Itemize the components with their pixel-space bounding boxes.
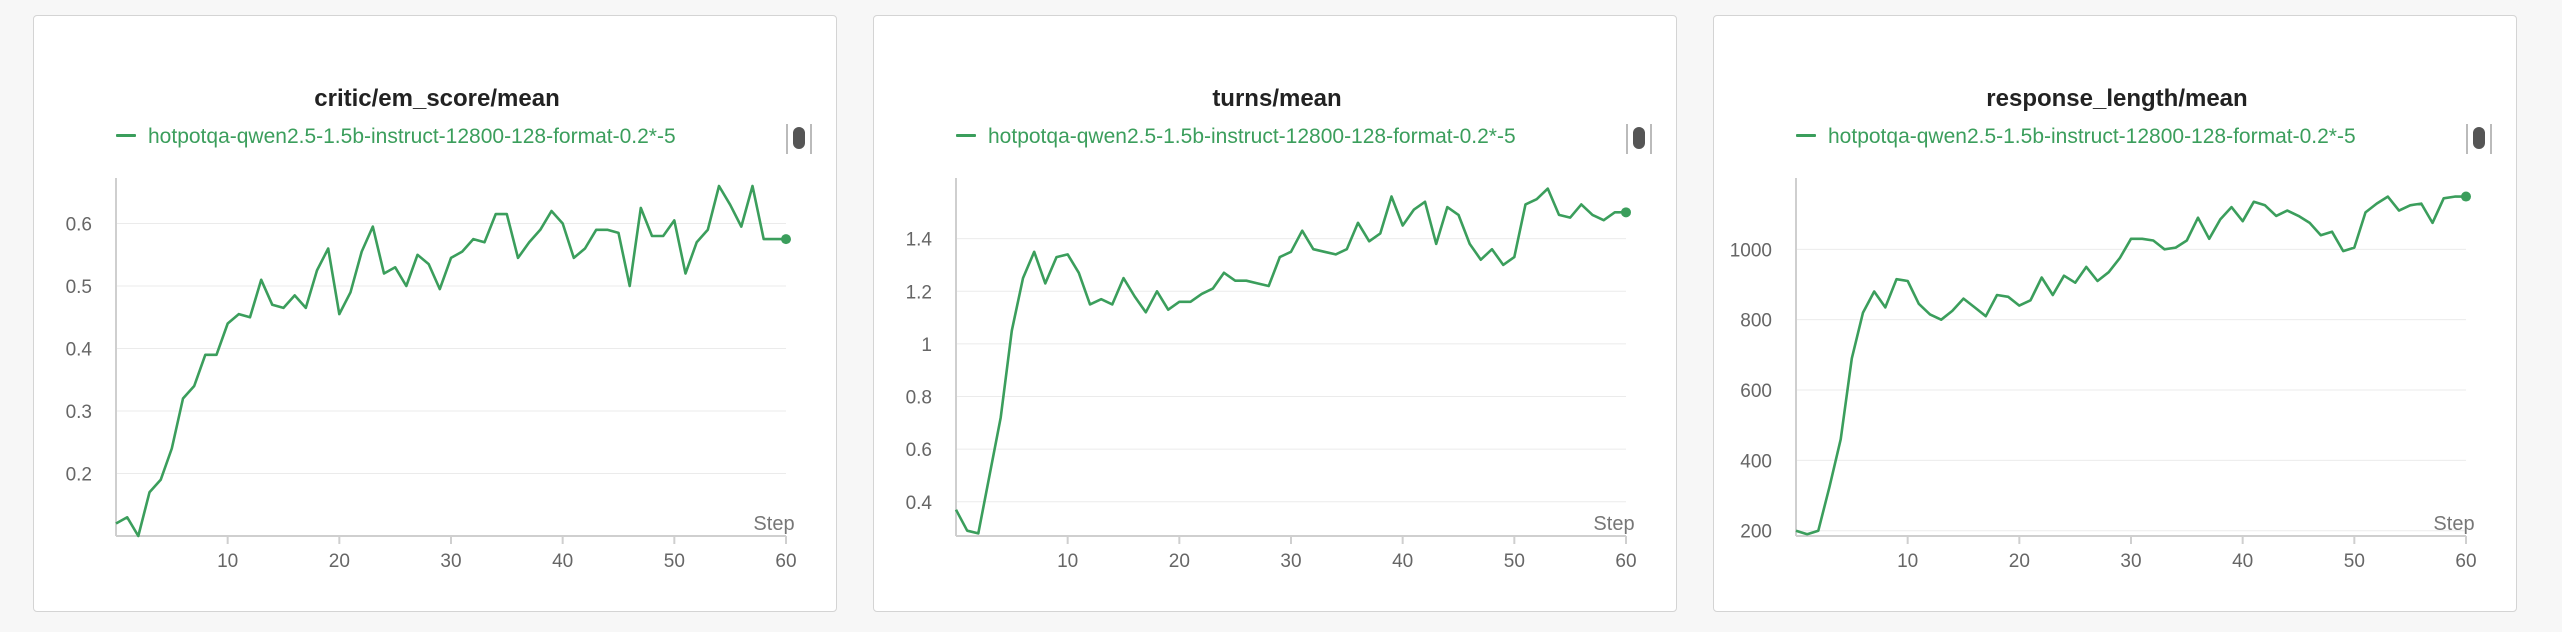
scroll-handle-icon[interactable]	[2466, 124, 2492, 154]
x-axis-label: Step	[1593, 513, 1634, 535]
chart-panel-response-length: response_length/mean hotpotqa-qwen2.5-1.…	[1713, 15, 2517, 612]
chart-panel-em-score: critic/em_score/mean hotpotqa-qwen2.5-1.…	[33, 15, 837, 612]
x-tick-label: 40	[552, 551, 573, 572]
y-tick-label: 1.2	[906, 282, 932, 303]
y-tick-label: 0.6	[906, 440, 932, 461]
plot-area: 0.2 0.3 0.4 0.5 0.6 10 20 30 40 50 60	[66, 178, 797, 572]
y-tick-label: 800	[1740, 311, 1772, 332]
y-tick-label: 0.4	[906, 493, 933, 514]
series-endpoint[interactable]	[2461, 191, 2471, 202]
legend-swatch	[1796, 134, 1816, 137]
y-tick-label: 0.2	[66, 465, 92, 486]
scroll-handle-icon[interactable]	[1626, 124, 1652, 154]
x-tick-label: 30	[1280, 551, 1301, 572]
x-tick-label: 10	[1897, 551, 1918, 572]
plot-area: 0.4 0.6 0.8 1 1.2 1.4 10 20 30 40 50 60	[906, 178, 1637, 572]
y-tick-label: 0.6	[66, 215, 92, 236]
x-tick-label: 60	[775, 551, 796, 572]
x-tick-label: 40	[1392, 551, 1413, 572]
legend[interactable]: hotpotqa-qwen2.5-1.5b-instruct-12800-128…	[956, 125, 1516, 148]
chart-title: turns/mean	[1212, 85, 1341, 112]
y-tick-label: 1	[921, 335, 932, 356]
chart-panel-turns: turns/mean hotpotqa-qwen2.5-1.5b-instruc…	[873, 15, 1677, 612]
x-tick-label: 60	[2455, 551, 2476, 572]
plot-area: 200 400 600 800 1000 10 20 30 40 50 60	[1730, 178, 2477, 572]
scroll-handle-icon[interactable]	[786, 124, 812, 154]
series-endpoint[interactable]	[781, 234, 791, 245]
legend-label: hotpotqa-qwen2.5-1.5b-instruct-12800-128…	[1828, 125, 2356, 148]
x-tick-label: 20	[2009, 551, 2030, 572]
y-tick-label: 0.5	[66, 277, 92, 298]
x-tick-label: 30	[2120, 551, 2141, 572]
y-tick-label: 200	[1740, 522, 1772, 543]
chart-title: response_length/mean	[1986, 85, 2247, 112]
y-tick-label: 0.3	[66, 402, 92, 423]
y-tick-label: 1000	[1730, 240, 1772, 261]
chart-svg: turns/mean hotpotqa-qwen2.5-1.5b-instruc…	[906, 85, 1652, 572]
y-tick-label: 1.4	[906, 230, 933, 251]
y-tick-label: 0.8	[906, 388, 932, 409]
series-line[interactable]	[954, 187, 1626, 535]
legend-swatch	[956, 134, 976, 137]
x-tick-label: 50	[664, 551, 685, 572]
chart-title: critic/em_score/mean	[314, 85, 559, 112]
y-tick-label: 400	[1740, 451, 1772, 472]
series-endpoint[interactable]	[1621, 207, 1631, 218]
x-tick-label: 40	[2232, 551, 2253, 572]
legend[interactable]: hotpotqa-qwen2.5-1.5b-instruct-12800-128…	[1796, 125, 2356, 148]
series-line[interactable]	[115, 184, 786, 538]
x-tick-label: 20	[329, 551, 350, 572]
legend[interactable]: hotpotqa-qwen2.5-1.5b-instruct-12800-128…	[116, 125, 676, 148]
series-line[interactable]	[1795, 195, 2466, 536]
x-tick-label: 50	[1504, 551, 1525, 572]
legend-swatch	[116, 134, 136, 137]
x-tick-label: 50	[2344, 551, 2365, 572]
x-tick-label: 30	[440, 551, 461, 572]
y-tick-label: 0.4	[66, 340, 93, 361]
y-tick-label: 600	[1740, 381, 1772, 402]
x-tick-label: 20	[1169, 551, 1190, 572]
chart-svg: response_length/mean hotpotqa-qwen2.5-1.…	[1730, 85, 2492, 572]
x-axis-label: Step	[2433, 513, 2474, 535]
x-axis-label: Step	[753, 513, 794, 535]
x-tick-label: 60	[1615, 551, 1636, 572]
chart-svg: critic/em_score/mean hotpotqa-qwen2.5-1.…	[66, 85, 812, 572]
legend-label: hotpotqa-qwen2.5-1.5b-instruct-12800-128…	[988, 125, 1516, 148]
x-tick-label: 10	[1057, 551, 1078, 572]
x-tick-label: 10	[217, 551, 238, 572]
legend-label: hotpotqa-qwen2.5-1.5b-instruct-12800-128…	[148, 125, 676, 148]
